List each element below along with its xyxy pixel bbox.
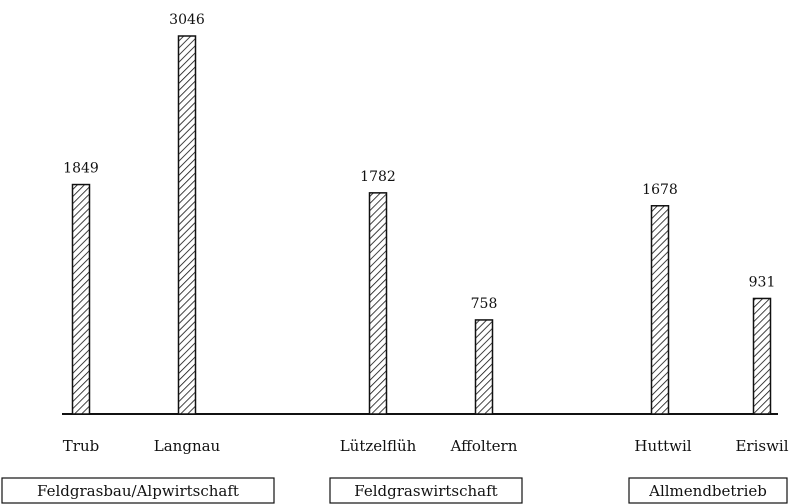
bar-eriswil: [752, 297, 772, 415]
category-label: Trub: [63, 437, 99, 455]
category-label: Affoltern: [450, 437, 518, 455]
bar-l-tzelfl-h: [368, 192, 388, 415]
value-label: 1782: [360, 169, 396, 185]
value-label: 1849: [63, 161, 99, 177]
group-box-frame: [628, 477, 788, 504]
value-label: 1678: [642, 182, 678, 198]
group-box: Feldgrasbau/Alpwirtschaft: [1, 477, 275, 504]
group-label: Feldgrasbau/Alpwirtschaft: [37, 482, 239, 500]
value-label: 758: [471, 296, 498, 312]
bar-trub: [71, 183, 91, 415]
bar-langnau: [177, 35, 197, 415]
value-label: 3046: [169, 12, 205, 28]
group-box-frame: [329, 477, 523, 504]
group-box-frame: [1, 477, 275, 504]
category-label: Huttwil: [634, 437, 691, 455]
bar-huttwil: [650, 205, 670, 415]
group-label: Feldgraswirtschaft: [354, 482, 497, 500]
category-label: Lützelflüh: [340, 437, 417, 455]
category-label: Langnau: [154, 437, 221, 455]
category-label: Eriswil: [735, 437, 788, 455]
group-box: Feldgraswirtschaft: [329, 477, 523, 504]
bar-affoltern: [474, 319, 494, 415]
group-box: Allmendbetrieb: [628, 477, 788, 504]
value-label: 931: [749, 274, 776, 290]
group-label: Allmendbetrieb: [648, 482, 767, 500]
